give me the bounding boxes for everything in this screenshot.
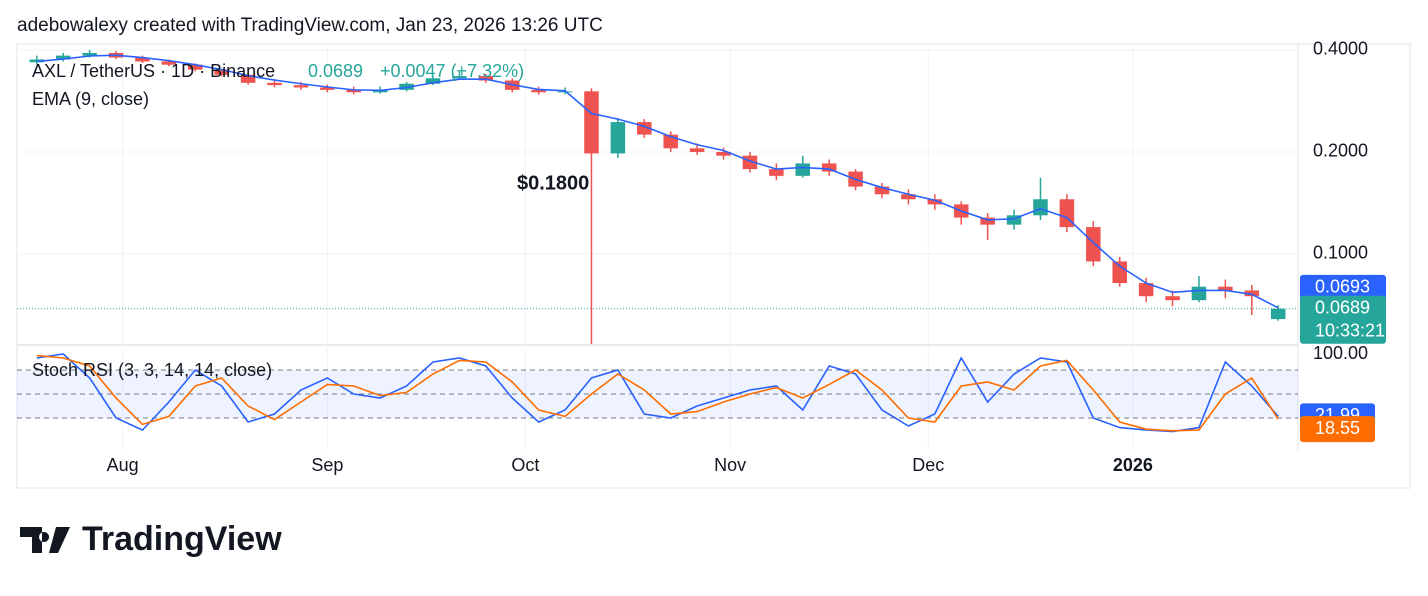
candle-body <box>188 64 203 70</box>
candle-body <box>82 52 97 56</box>
candle-body <box>240 74 256 83</box>
candle-body <box>1191 286 1207 301</box>
last-price-legend: 0.0689 <box>308 61 363 81</box>
chart-frame <box>16 43 1411 489</box>
candle-body <box>1112 261 1127 284</box>
candle-body <box>610 122 626 154</box>
x-tick-label: 2026 <box>1113 455 1153 475</box>
logo-icon <box>20 527 70 553</box>
ema-price-label-box <box>1300 274 1386 301</box>
candle-body <box>55 55 71 60</box>
y-tick-label: 100.00 <box>1313 343 1368 363</box>
last-price-label-box <box>1300 295 1386 344</box>
candle-body <box>346 89 362 93</box>
stoch-line <box>36 354 1279 432</box>
last-price-label: 0.0689 <box>1315 297 1370 317</box>
y-tick-label: 0.1000 <box>1313 243 1368 263</box>
candle-body <box>452 76 467 79</box>
candle-body <box>1138 283 1154 297</box>
x-tick-label: Sep <box>311 455 343 475</box>
x-tick-label: Oct <box>511 455 539 475</box>
candle-body <box>1006 215 1022 225</box>
x-tick-label: Aug <box>107 455 139 475</box>
candle-body <box>1270 308 1286 320</box>
candle-body <box>1244 290 1260 297</box>
ema-line <box>36 54 1279 309</box>
candle-body <box>689 148 705 152</box>
plot-back <box>17 44 1298 450</box>
stoch-line <box>36 353 1279 433</box>
candle-body <box>874 186 890 195</box>
ema-price-label: 0.0693 <box>1315 277 1370 297</box>
y-tick-label: 0.4000 <box>1313 39 1368 59</box>
candle-body <box>214 69 229 75</box>
candle-body <box>1218 286 1233 291</box>
candle-body <box>161 61 177 65</box>
stoch-value-label: 18.55 <box>1315 418 1360 438</box>
candle-body <box>478 76 494 81</box>
candle-body <box>927 199 943 205</box>
logo: TradingView <box>20 520 282 558</box>
candle-body <box>901 194 916 200</box>
x-tick-label: Nov <box>714 455 746 475</box>
attribution: adebowalexy created with TradingView.com… <box>17 15 603 36</box>
candle-body <box>293 85 309 88</box>
candle-body <box>980 217 995 225</box>
candle-body <box>1033 199 1048 216</box>
candle-body <box>267 82 282 86</box>
ema-legend: EMA (9, close) <box>32 89 149 109</box>
candle-body <box>795 163 811 176</box>
candle-body <box>821 163 837 172</box>
logo-text: TradingView <box>82 520 282 558</box>
stoch-title: Stoch RSI (3, 3, 14, 14, close) <box>32 360 272 380</box>
last-price-label-countdown: 10:33:21 <box>1315 320 1385 340</box>
candle-body <box>531 89 546 93</box>
candle-body <box>320 87 335 90</box>
candle-body <box>425 78 441 84</box>
candle-body <box>584 91 599 154</box>
annotation: $0.1800 <box>517 172 589 194</box>
x-tick-label: Dec <box>912 455 944 475</box>
price-change: +0.0047 (+7.32%) <box>380 61 524 81</box>
y-tick-label: 0.2000 <box>1313 141 1368 161</box>
candle-body <box>135 57 150 62</box>
candle-body <box>716 151 731 156</box>
candle-body <box>1086 227 1101 262</box>
candle-body <box>1165 296 1180 301</box>
stoch-value-box <box>1300 416 1375 443</box>
candle-body <box>769 169 784 176</box>
symbol-title: AXL / TetherUS · 1D · Binance <box>32 61 275 81</box>
